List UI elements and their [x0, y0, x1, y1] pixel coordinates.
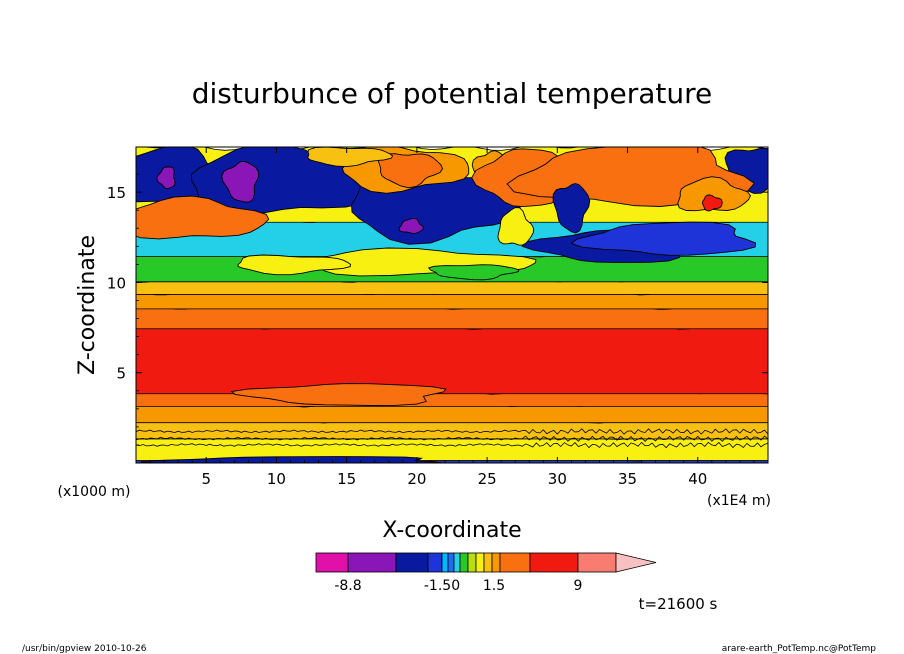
colorbar-segment — [347, 552, 397, 573]
y-tick-label: 10 — [107, 274, 126, 292]
colorbar-segment — [453, 552, 461, 573]
contour-region — [230, 383, 447, 406]
contour-lines — [136, 428, 768, 449]
colorbar-segment — [459, 552, 469, 573]
colorbar-segment — [467, 552, 477, 573]
contour-region — [427, 264, 520, 281]
colorbar-segment — [447, 552, 455, 573]
contour-line — [136, 441, 768, 449]
x-tick-label: 35 — [618, 470, 637, 488]
contour-line — [136, 435, 768, 442]
plot-frame — [135, 146, 769, 464]
x-tick-label: 10 — [267, 470, 286, 488]
y-tick-label: 15 — [107, 184, 126, 202]
x-tick-label: 15 — [337, 470, 356, 488]
y-axis-label: Z-coordinate — [75, 235, 100, 375]
contour-region — [237, 254, 351, 276]
contour-region — [497, 207, 535, 246]
colorbar-segment — [441, 552, 449, 573]
contour-region — [221, 160, 259, 203]
x-axis-label: X-coordinate — [382, 518, 521, 543]
contour-region — [140, 456, 445, 463]
colorbar-segment — [529, 552, 579, 573]
plot-area — [136, 147, 768, 463]
time-label: t=21600 s — [639, 595, 718, 613]
x-axis-ticks: 5 10 15 20 25 30 35 40 — [149, 147, 755, 488]
colorbar-segment — [395, 552, 429, 573]
y-axis-ticks: 5 10 15 — [107, 155, 768, 446]
x-unit-label: (x1000 m) — [58, 484, 131, 500]
chart-title: disturbunce of potential temperature — [192, 77, 713, 110]
x-tick-label: 20 — [407, 470, 426, 488]
colorbar-tick-label: -1.50 — [424, 578, 460, 594]
x-tick-label: 30 — [548, 470, 567, 488]
contour-blobs — [136, 147, 768, 463]
y-tick-label: 5 — [116, 365, 126, 383]
contour-region — [570, 221, 757, 256]
footer-left: /usr/bin/gpview 2010-10-26 — [22, 644, 147, 654]
contour-region — [156, 166, 176, 190]
colorbar — [315, 552, 657, 573]
contour-region — [552, 183, 591, 234]
colorbar-segment — [483, 552, 493, 573]
contour-band — [136, 321, 768, 395]
colorbar-tick-label: 9 — [574, 578, 583, 594]
colorbar-segment — [577, 552, 617, 573]
colorbar-tick-labels: -8.8 -1.50 1.5 9 — [334, 578, 582, 594]
contour-region — [377, 153, 444, 189]
x-tick-label: 5 — [201, 470, 211, 488]
x-unit2-label: (x1E4 m) — [707, 493, 771, 509]
contour-region — [677, 176, 752, 212]
colorbar-tick-label: 1.5 — [483, 578, 505, 594]
colorbar-arrow — [615, 552, 657, 573]
contour-region — [136, 195, 270, 240]
footer-right: arare-earth_PotTemp.nc@PotTemp — [722, 644, 877, 654]
contour-region — [307, 147, 394, 168]
colorbar-segment — [475, 552, 485, 573]
colorbar-segment — [315, 552, 349, 573]
contour-region — [398, 217, 424, 235]
colorbar-segment — [491, 552, 501, 573]
colorbar-tick-label: -8.8 — [334, 578, 361, 594]
contour-line — [136, 428, 768, 435]
colorbar-segment — [427, 552, 443, 573]
contour-region — [701, 194, 723, 212]
x-tick-label: 25 — [478, 470, 497, 488]
x-tick-label: 40 — [688, 470, 707, 488]
colorbar-segment — [499, 552, 531, 573]
